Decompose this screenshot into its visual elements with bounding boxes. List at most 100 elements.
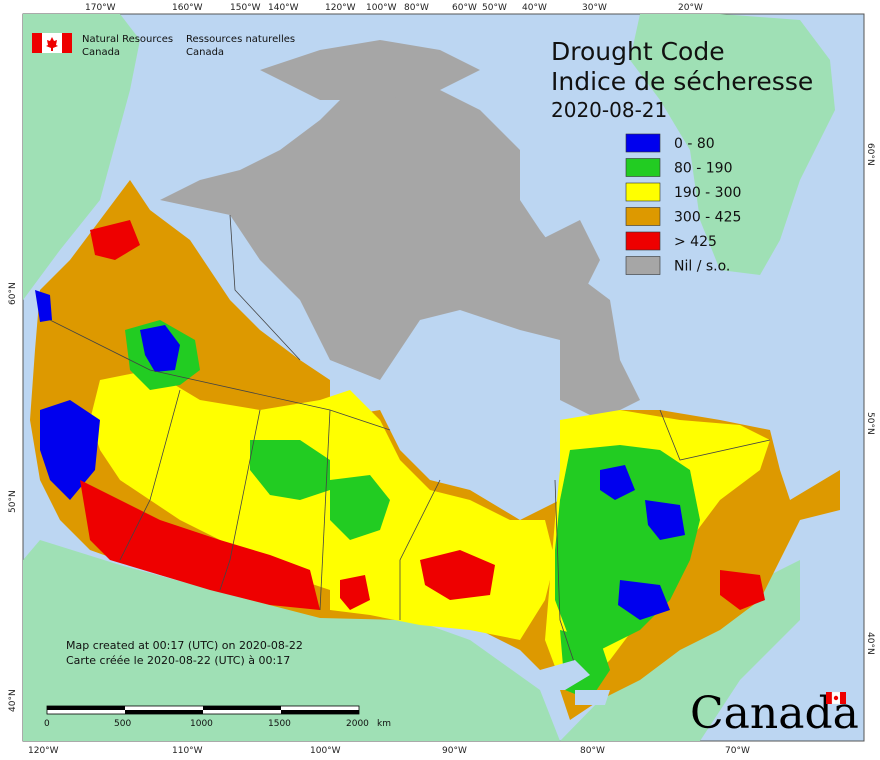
wordmark-flag-right	[840, 692, 846, 704]
lon-label-top-6: 80°W	[404, 3, 429, 13]
border-bc-alberta	[119, 389, 181, 561]
wordmark-maple-leaf-icon	[833, 695, 839, 701]
lat-label-right-0: 60°N	[865, 143, 875, 166]
lon-label-bottom-0: 120°W	[28, 746, 59, 756]
zone-0-80-quebec-north	[600, 465, 635, 500]
title-date: 2020-08-21	[551, 98, 667, 122]
legend-label-1: 80 - 190	[674, 161, 733, 177]
lat-label-right-1: 50°N	[865, 412, 875, 435]
lon-label-bottom-3: 90°W	[442, 746, 467, 756]
ellesmere-island	[260, 40, 480, 100]
lon-label-top-11: 20°W	[678, 3, 703, 13]
scale-tick-1500: 1500	[268, 719, 291, 729]
graticule-top: 170°W 160°W 150°W 140°W 120°W 100°W 80°W…	[85, 3, 703, 13]
graticule-right: 60°N 50°N 40°N	[865, 143, 875, 655]
lon-label-top-0: 170°W	[85, 3, 116, 13]
lat-label-left-0: 60°N	[8, 282, 18, 305]
lon-label-top-1: 160°W	[172, 3, 203, 13]
zone-0-80-quebec-south	[618, 580, 670, 620]
lake-erie	[575, 690, 610, 705]
drought-zones	[30, 180, 840, 720]
scale-tick-0: 0	[44, 719, 50, 729]
legend-swatch-0	[625, 133, 661, 153]
alaska-land	[23, 14, 140, 300]
scale-tick-1000: 1000	[190, 719, 213, 729]
org-name-en-1: Natural Resources	[82, 34, 173, 45]
lon-label-bottom-4: 80°W	[580, 746, 605, 756]
hudson-bay	[390, 360, 560, 500]
lon-label-bottom-1: 110°W	[172, 746, 203, 756]
zone-over-425-manitoba	[340, 575, 370, 610]
legend-swatch-2	[625, 182, 661, 202]
baffin-island	[540, 220, 600, 300]
border-alberta-sask	[219, 409, 261, 591]
zone-0-80-alaska-panhandle	[35, 290, 52, 322]
nrcan-header: Natural Resources Canada Ressources natu…	[32, 33, 295, 58]
lake-huron	[540, 660, 590, 690]
legend-label-4: > 425	[674, 234, 717, 250]
flag-right-bar	[62, 33, 72, 53]
great-lakes	[540, 660, 610, 705]
legend-label-2: 190 - 300	[674, 185, 741, 201]
lon-label-top-5: 100°W	[366, 3, 397, 13]
foreign-land	[23, 14, 835, 741]
flag-left-bar	[32, 33, 42, 53]
greenland-land	[630, 14, 835, 275]
arctic-archipelago	[160, 80, 640, 420]
scale-segment-3	[203, 706, 281, 710]
border-60n	[49, 319, 391, 431]
zone-over-425-maritimes	[720, 570, 765, 610]
zone-over-425-yukon	[90, 220, 140, 260]
scale-bar: 0 500 1000 1500 2000 km	[44, 705, 391, 729]
zone-80-190-manitoba	[330, 475, 390, 540]
zone-80-190-saskatchewan	[250, 440, 330, 500]
nil-zone	[160, 40, 640, 420]
lon-label-bottom-5: 70°W	[725, 746, 750, 756]
border-quebec-labrador	[659, 409, 771, 461]
border-sask-manitoba	[319, 409, 331, 611]
legend-label-5: Nil / s.o.	[674, 259, 730, 275]
border-yukon-nwt	[229, 214, 301, 361]
lon-label-top-8: 50°W	[482, 3, 507, 13]
border-manitoba-ontario	[399, 479, 441, 620]
lon-label-top-9: 40°W	[522, 3, 547, 13]
title-line-2: Indice de sécheresse	[551, 67, 813, 96]
map-title: Drought Code Indice de sécheresse 2020-0…	[551, 37, 813, 122]
zone-over-425-prairies	[80, 480, 320, 610]
scale-segment-4	[281, 710, 359, 714]
org-name-fr-2: Canada	[186, 47, 224, 58]
scale-segment-2	[125, 710, 203, 714]
lat-label-left-2: 40°N	[8, 689, 18, 712]
title-line-1: Drought Code	[551, 37, 725, 66]
legend-swatch-5	[625, 256, 661, 275]
scale-tick-2000: 2000	[346, 719, 369, 729]
scale-tick-500: 500	[114, 719, 131, 729]
usa-land	[23, 540, 560, 741]
zone-over-425-ontario	[420, 550, 495, 600]
zone-0-80-quebec-east	[645, 500, 685, 540]
legend: 0 - 80 80 - 190 190 - 300 300 - 425 > 425 Nil…	[625, 133, 741, 275]
wordmark-flag-left	[826, 692, 832, 704]
map-notes: Map created at 00:17 (UTC) on 2020-08-22…	[66, 639, 303, 667]
provincial-boundaries	[49, 214, 771, 681]
legend-label-3: 300 - 425	[674, 210, 741, 226]
zone-0-80-bc-coast	[40, 400, 100, 500]
graticule-left: 60°N 50°N 40°N	[8, 282, 18, 712]
scale-unit: km	[377, 719, 391, 729]
note-created-fr: Carte créée le 2020-08-22 (UTC) à 00:17	[66, 654, 290, 667]
legend-swatch-4	[625, 231, 661, 251]
legend-swatch-1	[625, 158, 661, 177]
lon-label-top-7: 60°W	[452, 3, 477, 13]
lon-label-bottom-2: 100°W	[310, 746, 341, 756]
lon-label-top-4: 120°W	[325, 3, 356, 13]
lon-label-top-2: 150°W	[230, 3, 261, 13]
maple-leaf-icon	[46, 37, 58, 51]
lat-label-left-1: 50°N	[8, 490, 18, 513]
scale-segment-1	[47, 706, 125, 710]
legend-label-0: 0 - 80	[674, 136, 715, 152]
org-name-en-2: Canada	[82, 47, 120, 58]
graticule-bottom: 120°W 110°W 100°W 90°W 80°W 70°W	[28, 746, 750, 756]
border-ontario-quebec	[554, 479, 581, 681]
